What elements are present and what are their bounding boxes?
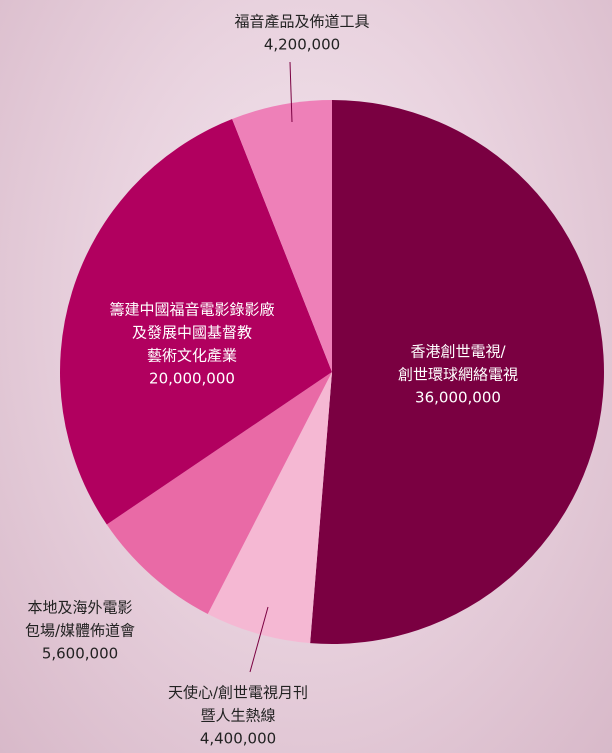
page: 香港創世電視/創世環球網絡電視 36,000,000 天使心/創世電視月刊暨人生熱線… bbox=[0, 0, 612, 753]
value-label: 4,200,000 bbox=[264, 36, 340, 54]
slice-label: 及發展中國基督教 bbox=[132, 324, 252, 342]
slice-label: 福音產品及佈道工具 bbox=[234, 13, 369, 31]
slice-label: 本地及海外電影 bbox=[27, 599, 132, 617]
value-label: 36,000,000 bbox=[415, 389, 501, 407]
chart: 香港創世電視/創世環球網絡電視 36,000,000 天使心/創世電視月刊暨人生熱線… bbox=[0, 0, 612, 753]
value-label: 5,600,000 bbox=[42, 645, 118, 663]
value-label: 4,400,000 bbox=[200, 730, 276, 748]
slice-label: 天使心/創世電視月刊 bbox=[168, 684, 308, 702]
slice-label: 籌建中國福音電影錄影廠 bbox=[109, 301, 274, 319]
value-label: 20,000,000 bbox=[149, 370, 235, 388]
slice-label: 藝術文化產業 bbox=[147, 347, 237, 365]
slice-label: 包場/媒體佈道會 bbox=[25, 622, 135, 640]
slice-label: 暨人生熱線 bbox=[200, 707, 275, 725]
slice-label: 創世環球網絡電視 bbox=[398, 366, 518, 384]
slice-label: 香港創世電視/ bbox=[410, 343, 506, 361]
